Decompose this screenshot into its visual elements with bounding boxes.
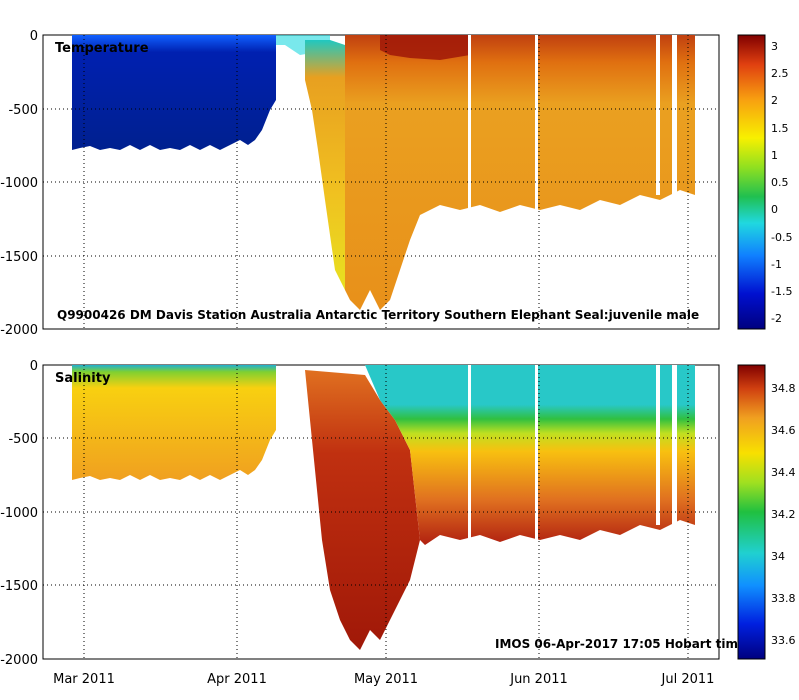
temperature-annotation: Q9900426 DM Davis Station Australia Anta… [57,308,699,322]
salinity-title: Salinity [55,371,111,386]
temperature-colorbar-scale [737,34,766,330]
temperature-cb-tick-5: 0.5 [771,176,789,189]
temperature-colorbar: 3 2.5 2 1.5 1 0.5 0 -0.5 -1 -1.5 -2 [737,34,792,330]
salinity-cb-tick-2: 34.4 [771,466,796,479]
salinity-y-tick-1: -500 [8,432,38,447]
temperature-y-tick-0: 0 [30,29,38,44]
temperature-gridlines [43,35,719,329]
x-tick-apr-2011: Apr 2011 [207,672,267,687]
x-tick-jul-2011: Jul 2011 [661,672,715,687]
x-tick-mar-2011: Mar 2011 [53,672,115,687]
salinity-heatmap [72,365,695,650]
temperature-panel: 0 -500 -1000 -1500 -2000 Temperature Q99… [0,29,792,338]
temperature-transition-block [305,40,345,290]
salinity-y-tick-3: -1500 [0,579,38,594]
temperature-cold-block [72,35,276,150]
temperature-cb-tick-10: -2 [771,312,782,325]
salinity-early-block [72,365,276,480]
temperature-gap-4 [672,35,677,195]
salinity-cb-tick-0: 34.8 [771,382,796,395]
salinity-main-block [365,365,695,545]
salinity-colorbar-scale [737,364,766,660]
temperature-y-ticks: 0 -500 -1000 -1500 -2000 [0,29,38,338]
temperature-title: Temperature [55,41,149,56]
salinity-gridlines [43,365,719,659]
salinity-gap-3 [656,365,660,525]
salinity-x-ticks: Mar 2011 Apr 2011 May 2011 Jun 2011 Jul … [53,672,714,687]
temperature-gap-3 [656,35,660,195]
salinity-y-tick-0: 0 [30,359,38,374]
salinity-cb-tick-6: 33.6 [771,634,796,647]
salinity-transition-block [305,370,420,650]
salinity-gap-1 [468,365,471,545]
temperature-cb-tick-7: -0.5 [771,231,792,244]
salinity-y-tick-2: -1000 [0,506,38,521]
temperature-cb-tick-4: 1 [771,149,778,162]
temperature-cb-tick-9: -1.5 [771,285,792,298]
salinity-y-ticks: 0 -500 -1000 -1500 -2000 [0,359,38,668]
temperature-cb-tick-1: 2.5 [771,67,789,80]
salinity-cb-tick-1: 34.6 [771,424,796,437]
temperature-cb-tick-6: 0 [771,203,778,216]
temperature-y-tick-3: -1500 [0,250,38,265]
temperature-y-tick-2: -1000 [0,176,38,191]
temperature-heatmap [72,35,695,310]
temperature-gap-1 [468,35,471,215]
temperature-cb-tick-8: -1 [771,258,782,271]
temperature-y-tick-1: -500 [8,103,38,118]
salinity-gap-4 [672,365,677,525]
x-tick-may-2011: May 2011 [354,672,418,687]
temperature-cb-tick-0: 3 [771,40,778,53]
salinity-cb-tick-3: 34.2 [771,508,796,521]
salinity-gap-2 [535,365,538,545]
temperature-deep-block [345,35,695,310]
temperature-y-tick-4: -2000 [0,323,38,338]
x-tick-jun-2011: Jun 2011 [509,672,568,687]
temperature-warm-surface [380,35,470,60]
temperature-cb-tick-2: 2 [771,94,778,107]
salinity-cb-tick-4: 34 [771,550,785,563]
salinity-annotation: IMOS 06-Apr-2017 17:05 Hobart time [495,637,746,651]
temperature-cb-tick-3: 1.5 [771,122,789,135]
temperature-gap-2 [535,35,538,215]
salinity-y-tick-4: -2000 [0,653,38,668]
salinity-colorbar: 34.8 34.6 34.4 34.2 34 33.8 33.6 [737,364,796,660]
salinity-cb-tick-5: 33.8 [771,592,796,605]
salinity-panel: 0 -500 -1000 -1500 -2000 Mar 2011 Apr 20… [0,359,795,687]
